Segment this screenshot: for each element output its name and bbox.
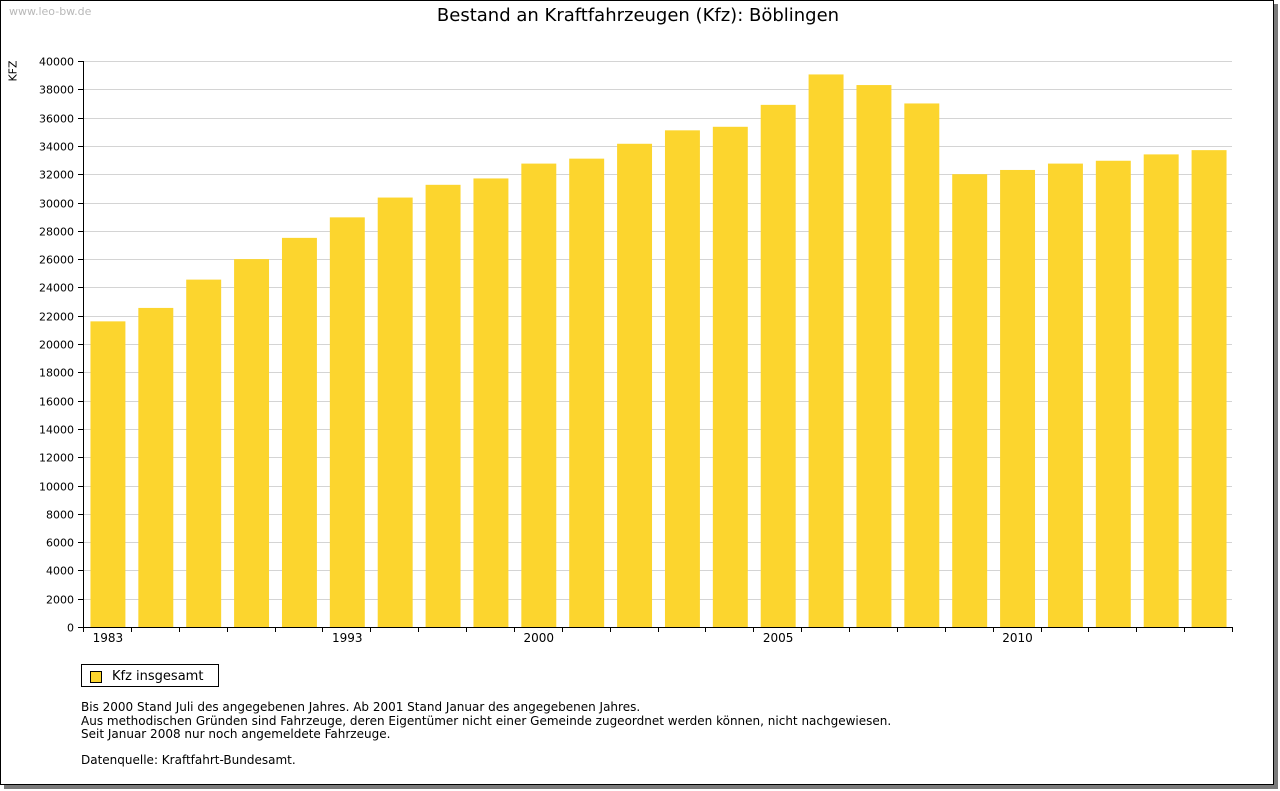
y-tick-label: 24000: [39, 282, 74, 295]
bar: [138, 307, 174, 627]
bar: [808, 74, 844, 627]
bar: [425, 184, 461, 627]
y-tick-label: 4000: [46, 565, 74, 578]
bar: [377, 197, 413, 628]
y-tick-label: 26000: [39, 254, 74, 267]
bar: [1047, 163, 1083, 627]
y-tick-label: 14000: [39, 424, 74, 437]
bar: [712, 126, 748, 628]
bar: [1143, 154, 1179, 627]
bar: [1095, 160, 1131, 627]
x-tick-label: 2010: [1002, 631, 1033, 645]
bar: [281, 237, 317, 627]
bar: [904, 103, 940, 627]
y-tick-label: 30000: [39, 198, 74, 211]
bar: [329, 217, 365, 628]
y-tick-label: 6000: [46, 537, 74, 550]
bar: [760, 104, 796, 628]
bar: [856, 85, 892, 628]
y-tick-label: 0: [67, 622, 74, 635]
y-tick-label: 20000: [39, 339, 74, 352]
x-tick-label: 2005: [763, 631, 794, 645]
bar: [569, 158, 605, 627]
x-tick-label: 2000: [524, 631, 555, 645]
bar: [186, 279, 222, 627]
y-tick-label: 32000: [39, 169, 74, 182]
legend-swatch: [90, 671, 102, 683]
y-tick-label: 38000: [39, 84, 74, 97]
y-tick-label: 40000: [39, 56, 74, 69]
y-tick-label: 28000: [39, 226, 74, 239]
y-tick-label: 16000: [39, 396, 74, 409]
y-tick-label: 2000: [46, 594, 74, 607]
y-tick-label: 34000: [39, 141, 74, 154]
legend: Kfz insgesamt: [81, 664, 219, 687]
chart-title: Bestand an Kraftfahrzeugen (Kfz): Böblin…: [436, 5, 840, 26]
bar: [952, 174, 988, 627]
bar: [234, 259, 270, 627]
y-tick-label: 22000: [39, 311, 74, 324]
y-tick-label: 18000: [39, 367, 74, 380]
bar: [1191, 150, 1227, 627]
bar: [90, 321, 126, 627]
footnote-line: Aus methodischen Gründen sind Fahrzeuge,…: [81, 713, 892, 728]
bar: [473, 178, 509, 627]
y-tick-label: 10000: [39, 481, 74, 494]
data-source: Datenquelle: Kraftfahrt-Bundesamt.: [81, 753, 296, 767]
y-tick-label: 8000: [46, 509, 74, 522]
y-tick-label: 12000: [39, 452, 74, 465]
x-tick-label: 1993: [332, 631, 363, 645]
x-tick-label: 1983: [93, 631, 124, 645]
bar-chart: 0 2000 4000 6000 8000 10000 12000 14000 16000 180…: [39, 56, 1233, 645]
bar: [1000, 169, 1036, 627]
bar: [664, 130, 700, 627]
footnotes: Bis 2000 Stand Juli des angegebenen Jahr…: [81, 700, 892, 742]
bar: [617, 143, 653, 627]
watermark: www.leo-bw.de: [9, 5, 92, 18]
footnote-line: Seit Januar 2008 nur noch angemeldete Fa…: [81, 727, 391, 741]
footnote-line: Bis 2000 Stand Juli des angegebenen Jahr…: [81, 700, 641, 714]
bar: [521, 163, 557, 627]
legend-label: Kfz insgesamt: [112, 669, 204, 684]
y-tick-label: 36000: [39, 113, 74, 126]
